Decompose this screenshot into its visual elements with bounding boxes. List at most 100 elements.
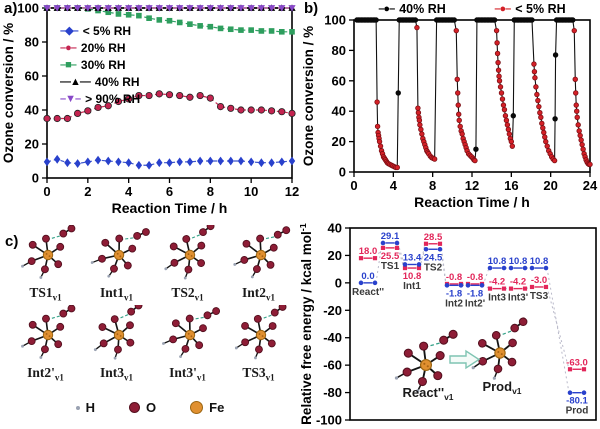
right-block-arrow-icon <box>449 349 481 370</box>
svg-text:-4.2: -4.2 <box>510 277 526 288</box>
svg-text:-40: -40 <box>323 330 342 345</box>
atom-legend-label: O <box>146 400 157 415</box>
svg-text:0: 0 <box>32 171 39 186</box>
svg-text:Int2': Int2' <box>465 298 485 309</box>
svg-text:0: 0 <box>339 165 346 180</box>
legend-label: 40% RH <box>94 74 140 89</box>
svg-text:-1.8: -1.8 <box>446 288 462 299</box>
svg-text:20: 20 <box>25 137 39 152</box>
legend-marker-icon: –●– <box>494 2 511 15</box>
panel-b-tag: b) <box>304 0 319 17</box>
legend-marker-icon: —▲— <box>60 75 91 88</box>
svg-text:20: 20 <box>543 178 557 193</box>
molecule-drawing <box>20 304 75 359</box>
atom-legend: H O Fe <box>0 400 300 415</box>
molecule-Int1: Int1v1 <box>81 225 152 303</box>
svg-text:Int2: Int2 <box>445 298 463 309</box>
svg-text:Relative free energy / kcal mo: Relative free energy / kcal mol-1 <box>300 223 314 425</box>
energy-level-Int2': -1.8 -0.8 Int2' <box>465 272 485 309</box>
panel-b: b) 0 4 8 12 16 20 24 0 20 40 60 80 100 Reaction Time … <box>300 0 600 215</box>
molecule-glyph <box>20 304 75 359</box>
svg-text:24: 24 <box>583 178 598 193</box>
panel-c: c) TS1v1 Int1v1 TS2v1 Int2v1 Int2'v1 Int3v1 In… <box>0 215 300 429</box>
energy-level-React'': 0.0 18.0 React'' <box>352 246 384 298</box>
energy-level-Int3': 10.8 -4.2 Int3' <box>508 256 528 304</box>
legend-item-1: –●– 20% RH <box>60 39 140 56</box>
svg-text:Reaction Time / h: Reaction Time / h <box>112 200 228 215</box>
plot-frame <box>349 227 597 421</box>
svg-text:40: 40 <box>25 103 39 118</box>
panel-a: a) 0 2 4 6 8 10 12 0 20 40 60 80 100 Reaction Time / … <box>0 0 300 217</box>
svg-text:8: 8 <box>429 178 436 193</box>
legend-label: 40% RH <box>399 1 446 16</box>
legend-item-1: –●– < 5% RH <box>494 0 565 17</box>
svg-text:25.5: 25.5 <box>381 251 400 262</box>
molecule-drawing <box>93 304 142 360</box>
molecule-label: TS2v1 <box>171 285 204 303</box>
svg-text:React''v1: React''v1 <box>402 385 453 402</box>
molecule-Int3: Int3v1 <box>81 304 152 382</box>
energy-level-Prod: -80.1 -63.0 Prod <box>566 357 589 416</box>
molecule-label: Int2v1 <box>241 285 275 303</box>
svg-text:Int1: Int1 <box>403 281 421 292</box>
legend-marker-icon: –●– <box>60 41 77 54</box>
molecule-glyph <box>90 228 150 278</box>
molecule-glyph <box>93 304 142 360</box>
energy-level-TS2: 24.5 28.5 TS2 <box>423 232 443 273</box>
o-atom-dot-icon <box>129 402 141 413</box>
svg-text:20: 20 <box>332 134 346 149</box>
svg-text:-1.8: -1.8 <box>467 288 483 299</box>
panel-d-energy-diagram: 40 20 0 -20 -40 -60 -80 -100 Relative free energ… <box>298 215 600 429</box>
svg-text:-80: -80 <box>323 385 342 400</box>
legend-label: 20% RH <box>80 40 126 55</box>
panel-a-chart: 0 2 4 6 8 10 12 0 20 40 60 80 100 Reaction Time / h Oz… <box>1 1 299 217</box>
svg-text:0: 0 <box>335 275 342 290</box>
molecule-TS2: TS2v1 <box>152 225 223 303</box>
legend-marker-icon: –◆– <box>60 25 79 37</box>
energy-level-TS3: 10.8 -3.0 TS3 <box>529 256 549 302</box>
level-connectors <box>375 242 570 393</box>
svg-text:-60: -60 <box>323 358 342 373</box>
series-< 5% RH <box>43 154 296 170</box>
svg-text:Int3': Int3' <box>508 293 528 304</box>
svg-text:40: 40 <box>328 221 342 236</box>
svg-text:2: 2 <box>84 184 91 199</box>
svg-text:Prod: Prod <box>566 406 589 417</box>
svg-text:10.8: 10.8 <box>509 256 528 267</box>
svg-text:0: 0 <box>350 178 357 193</box>
legend-item-0: –●– 40% RH <box>378 0 445 17</box>
molecule-Int2: Int2v1 <box>223 225 294 303</box>
atom-legend-label: Fe <box>209 400 225 415</box>
molecule-glyph <box>394 329 458 393</box>
svg-text:100: 100 <box>324 13 346 28</box>
svg-text:29.1: 29.1 <box>381 231 400 242</box>
molecule-drawing <box>232 226 290 279</box>
panel-b-chart: 0 4 8 12 16 20 24 0 20 40 60 80 100 Reaction Time / h… <box>301 13 598 211</box>
legend-label: > 90% RH <box>85 91 141 106</box>
atom-legend-item-H: H <box>75 400 95 415</box>
svg-text:10.8: 10.8 <box>403 271 422 282</box>
svg-text:0: 0 <box>43 184 50 199</box>
series-> 90% RH <box>43 5 296 12</box>
svg-text:80: 80 <box>25 35 39 50</box>
svg-text:16: 16 <box>504 178 518 193</box>
molecule-grid: TS1v1 Int1v1 TS2v1 Int2v1 Int2'v1 Int3v1 Int3'… <box>10 225 294 382</box>
legend-label: 30% RH <box>80 57 126 72</box>
svg-text:-0.8: -0.8 <box>446 272 462 283</box>
svg-text:100: 100 <box>17 1 39 16</box>
molecule-glyph <box>163 225 214 280</box>
svg-text:-3.0: -3.0 <box>531 275 547 286</box>
cycling-series <box>354 17 593 171</box>
svg-text:React'': React'' <box>352 287 384 298</box>
legend-item-2: –■– 30% RH <box>60 56 140 73</box>
molecule-TS1: TS1v1 <box>10 225 81 303</box>
svg-text:-0.8: -0.8 <box>467 272 483 283</box>
svg-text:Ozone conversion / %: Ozone conversion / % <box>1 23 16 163</box>
molecule-glyph <box>161 306 220 358</box>
legend-label: < 5% RH <box>515 1 566 16</box>
molecule-label: Int3'v1 <box>169 364 206 383</box>
inset-reaction: React''v1 Prodv1 <box>394 317 528 402</box>
molecule-glyph <box>234 304 286 359</box>
svg-text:TS2: TS2 <box>424 262 443 273</box>
